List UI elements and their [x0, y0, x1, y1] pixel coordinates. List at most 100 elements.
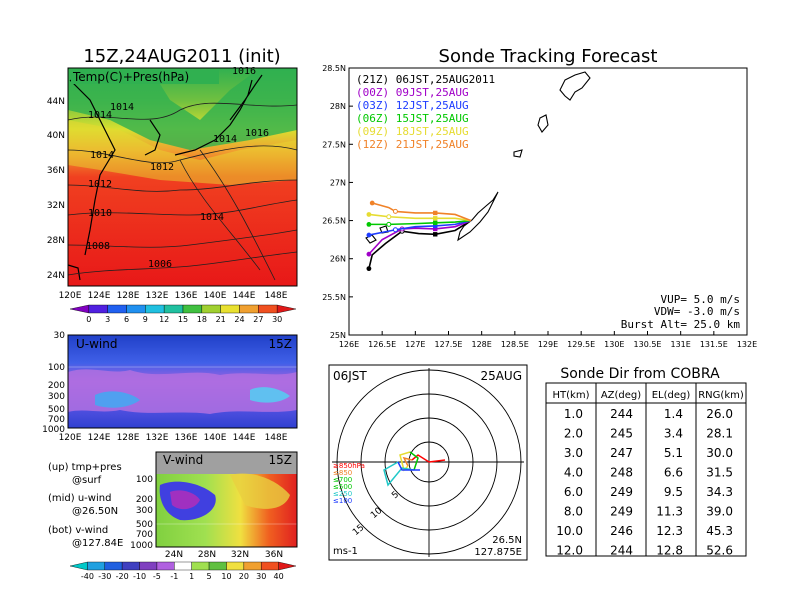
table-cell: 12.3 [656, 524, 683, 538]
table-header-cell: AZ(deg) [601, 390, 641, 401]
colorbar-label: 40 [274, 572, 284, 581]
table-cell: 2.0 [564, 427, 583, 441]
colorbar-swatch [126, 304, 146, 314]
x-tick-label: 130.5E [634, 340, 662, 349]
note-head: (bot) v-wind [48, 525, 108, 536]
u-wind-panel: U-wind 15Z 30 100 200 300 500 700 1000 1… [42, 331, 298, 443]
table-cell: 244 [610, 544, 633, 558]
track-marker [433, 223, 438, 229]
panel-notes: (up) tmp+pres @surf (mid) u-wind @26.50N… [48, 462, 123, 549]
colorbar-swatch [87, 561, 105, 571]
track-line-z03 [368, 219, 472, 236]
colorbar-swatch [191, 561, 210, 571]
colorbar-swatch [69, 561, 88, 571]
table-cell: 3.4 [664, 427, 683, 441]
colorbar-label: -30 [98, 572, 111, 581]
table-cell: 31.5 [706, 466, 733, 480]
colorbar-swatch [278, 561, 297, 571]
colorbar-swatch [261, 561, 279, 571]
level-tick-label: 500 [48, 405, 65, 415]
burst-text: Burst Alt= 25.0 km [621, 318, 741, 331]
track-legend: (21Z) 06JST,25AUG2011 (00Z) 09JST,25AUG … [356, 73, 495, 151]
track-x-axis: 126E 126.5E 127E 127.5E 128E 128.5E 129E 129.5E… [339, 331, 757, 349]
right-title: Sonde Tracking Forecast [439, 46, 658, 67]
colorbar-swatch [107, 304, 127, 314]
level-tick-label: 300 [48, 392, 65, 402]
land-outline [67, 74, 263, 281]
v-wind-frame [155, 451, 298, 548]
level-tick-label: 30 [54, 331, 66, 341]
colorbar-swatch [182, 304, 203, 314]
table-cell: 26.0 [706, 407, 733, 421]
temp-lat-labels: 44N 40N 36N 32N 28N 24N [47, 97, 65, 281]
table-title: Sonde Dir from COBRA [560, 366, 720, 382]
colorbar-swatch [239, 304, 259, 314]
left-title: 15Z,24AUG2011 (init) [83, 46, 280, 67]
tracking-chart: 126E 126.5E 127E 127.5E 128E 128.5E 129E 129.5E… [322, 64, 757, 349]
y-tick-label: 25.5N [322, 293, 346, 302]
colorbar-label: 15 [178, 315, 188, 324]
v-wind-cell [170, 490, 200, 510]
track-end-point [366, 212, 372, 217]
table-cell: 5.1 [664, 446, 683, 460]
y-tick-label: 26.5N [322, 217, 346, 226]
table-cells: HT(km) AZ(deg) EL(deg) RNG(km) 1.0 244 1.4 26.0… [553, 390, 744, 558]
colorbar-swatch [104, 561, 123, 571]
polar-levels: ≥850hPa ≤850 ≤700 ≤500 ≤250 ≤100 [333, 462, 365, 505]
table-cell: 12.0 [556, 544, 583, 558]
hodograph-lines [383, 451, 446, 487]
vdw-text: VDW= -3.0 m/s [654, 305, 740, 318]
colorbar-label: -20 [116, 572, 129, 581]
hodo-segment [402, 456, 413, 467]
colorbar-swatch [145, 304, 165, 314]
temp-panel-label: Temp(C)+Pres(hPa) [72, 70, 189, 84]
cobra-table: Sonde Dir from COBRA HT(km) AZ(deg) EL(deg… [545, 366, 747, 558]
track-marker [433, 220, 438, 226]
hodo-segment [409, 451, 419, 471]
table-cell: 9.5 [664, 485, 683, 499]
track-line-z21 [368, 219, 472, 269]
u-wind-time: 15Z [269, 337, 293, 351]
hodo-segment [383, 461, 415, 487]
isobar-label: 1012 [88, 179, 112, 190]
lat-tick-label: 40N [47, 131, 65, 141]
track-open-marker [386, 214, 392, 220]
track-marker [433, 226, 438, 232]
lon-tick-label: 148E [265, 291, 288, 301]
isobar-label: 1014 [88, 110, 112, 121]
isobar-label: 1016 [232, 66, 256, 77]
x-tick-label: 130E [604, 340, 624, 349]
table-cell: 45.3 [706, 524, 733, 538]
polar-lon: 127.875E [474, 547, 522, 558]
colorbar-label: 9 [143, 315, 148, 324]
hodo-segment [411, 454, 430, 463]
x-tick-label: 128E [472, 340, 492, 349]
lat-tick-label: 32N [231, 550, 249, 560]
x-tick-label: 131.5E [700, 340, 728, 349]
track-end-point [366, 232, 372, 238]
note-sub: @surf [72, 475, 102, 486]
colorbar-swatch [201, 304, 221, 314]
track-open-marker [392, 208, 398, 214]
table-cell: 247 [610, 446, 633, 460]
y-tick-label: 27N [330, 178, 346, 187]
level-tick-label: 300 [136, 506, 153, 516]
lon-tick-label: 132E [146, 291, 169, 301]
u-wind-cell [95, 391, 140, 408]
v-wind-time: 15Z [269, 453, 293, 467]
lon-tick-label: 136E [175, 291, 198, 301]
table-cell: 244 [610, 407, 633, 421]
lon-tick-label: 124E [88, 433, 111, 443]
colorbar-label: 6 [124, 315, 129, 324]
track-y-axis: 25N 25.5N 26N 26.5N 27N 27.5N 28N 28.5N [322, 64, 353, 340]
table-cell: 245 [610, 427, 633, 441]
lat-tick-label: 28N [47, 236, 65, 246]
table-header-cell: RNG(km) [698, 390, 744, 401]
colorbar-swatch [163, 304, 184, 314]
isobar-lines [67, 102, 298, 281]
track-marker [433, 210, 438, 216]
level-legend: ≤500 [333, 483, 352, 491]
isobar-label: 1014 [200, 212, 224, 223]
legend-entry: (03Z) 12JST,25AUG [356, 99, 469, 112]
colorbar-label: 30 [256, 572, 266, 581]
